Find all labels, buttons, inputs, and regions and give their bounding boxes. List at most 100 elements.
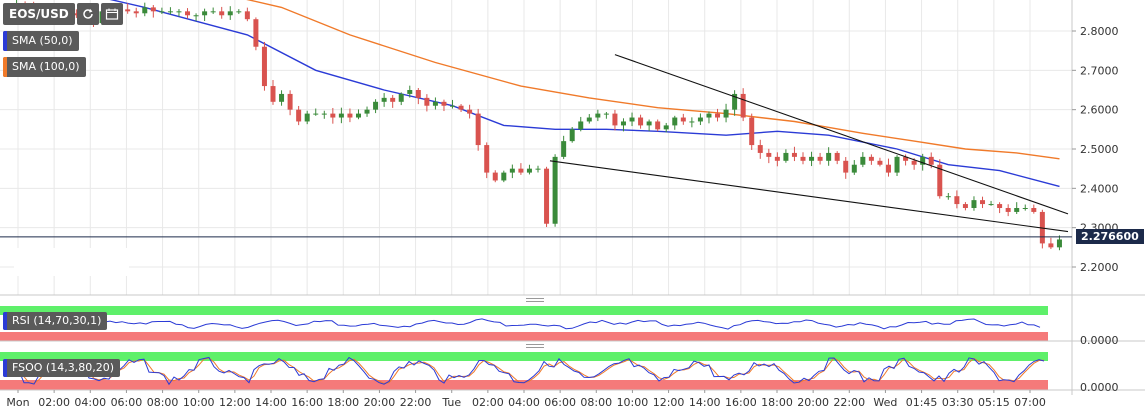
x-tick-label: 16:00 (725, 396, 757, 409)
x-tick-label: 18:00 (327, 396, 359, 409)
trendline[interactable] (614, 54, 1069, 215)
candle-body (1031, 208, 1037, 212)
candle-body (176, 11, 182, 13)
x-tick-label: 16:00 (291, 396, 323, 409)
candle-body (894, 156, 900, 173)
candle-body (774, 156, 780, 161)
candle-body (467, 109, 473, 114)
x-tick-label: 10:00 (617, 396, 649, 409)
candle-body (501, 172, 507, 181)
candle-body (715, 113, 721, 118)
candle-body (244, 11, 250, 20)
symbol-label[interactable]: EOS/USD (3, 3, 75, 25)
sma100-line (246, 0, 1060, 160)
x-tick-label: 10:00 (183, 396, 215, 409)
refresh-icon[interactable] (76, 3, 99, 25)
fsoo-label: FSOO (14,3,80,20) (12, 361, 114, 374)
candle-body (997, 204, 1003, 208)
calendar-icon[interactable] (100, 3, 123, 25)
candle-body (817, 156, 823, 161)
candle-body (826, 152, 832, 161)
candle-body (903, 156, 909, 161)
candle-body (407, 90, 413, 94)
fsoo-k-line (13, 356, 1045, 386)
candle-body (868, 156, 874, 161)
candle-body (663, 125, 669, 130)
candle-body (236, 11, 242, 13)
x-tick-label: 03:30 (942, 396, 974, 409)
candle-body (1048, 243, 1054, 248)
candle-body (595, 113, 601, 118)
candle-body (253, 19, 259, 47)
x-tick-label: Tue (441, 396, 461, 409)
candle-body (279, 93, 285, 102)
rsi-legend[interactable]: RSI (14,70,30,1) (3, 312, 108, 330)
candle-body (526, 168, 532, 173)
candle-body (424, 97, 430, 106)
candle-body (330, 113, 336, 118)
candle-body (304, 113, 310, 122)
sma100-legend[interactable]: SMA (100,0) (3, 57, 86, 77)
candle-body (261, 46, 267, 87)
fsoo-swatch (3, 359, 7, 377)
fsoo-legend[interactable]: FSOO (14,3,80,20) (3, 359, 120, 377)
fsoo-overbought-band (0, 352, 1048, 361)
y-tick-label: 2.5000 (1080, 143, 1119, 156)
candle-body (390, 97, 396, 102)
x-tick-label: 02:00 (472, 396, 504, 409)
candle-body (133, 11, 139, 14)
candle-body (185, 11, 191, 16)
candle-body (723, 109, 729, 118)
candle-body (355, 113, 361, 118)
x-tick-label: 20:00 (364, 396, 396, 409)
candle-body (962, 204, 968, 208)
candle-body (552, 156, 558, 224)
rsi-swatch (3, 312, 7, 330)
x-tick-label: 08:00 (147, 396, 179, 409)
rsi-oversold-band (0, 332, 1048, 341)
sma50-label: SMA (50,0) (12, 34, 73, 47)
candle-body (689, 121, 695, 123)
candle-body (928, 156, 934, 165)
candle-body (757, 145, 763, 153)
x-tick-label: 22:00 (833, 396, 865, 409)
rsi-overbought-band (0, 306, 1048, 315)
candle-body (860, 156, 866, 165)
x-tick-label: 01:45 (906, 396, 938, 409)
blank-overlay (14, 248, 129, 276)
candle-body (535, 168, 541, 170)
candle-body (458, 105, 464, 110)
candle-body (1014, 208, 1020, 212)
rsi-line (13, 318, 1041, 330)
y-tick-label: 2.8000 (1080, 25, 1119, 38)
candle-body (638, 117, 644, 126)
trendline[interactable] (549, 160, 1069, 233)
candle-body (980, 200, 986, 205)
candle-body (732, 93, 738, 110)
sma50-legend[interactable]: SMA (50,0) (3, 31, 79, 51)
candle-body (791, 152, 797, 157)
candle-body (202, 11, 208, 16)
candle-body (125, 9, 131, 12)
candle-body (167, 11, 173, 13)
candle-body (296, 109, 302, 122)
candle-body (971, 200, 977, 208)
candle-body (219, 11, 225, 16)
fsoo-oversold-band (0, 380, 1048, 390)
candle-body (578, 121, 584, 130)
candle-body (492, 172, 498, 181)
rsi-pane-resize-handle[interactable] (526, 298, 544, 302)
candle-body (885, 164, 891, 173)
sma50-line (109, 0, 1060, 188)
candle-body (783, 152, 789, 161)
x-tick-label: Mon (6, 396, 29, 409)
candle-body (518, 168, 524, 173)
sma50-swatch (3, 31, 7, 51)
fsoo-pane-resize-handle[interactable] (526, 344, 544, 348)
candle-body (800, 156, 806, 161)
sma100-label: SMA (100,0) (12, 60, 80, 73)
candle-body (655, 121, 661, 130)
candle-body (740, 93, 746, 118)
candle-body (210, 11, 216, 13)
